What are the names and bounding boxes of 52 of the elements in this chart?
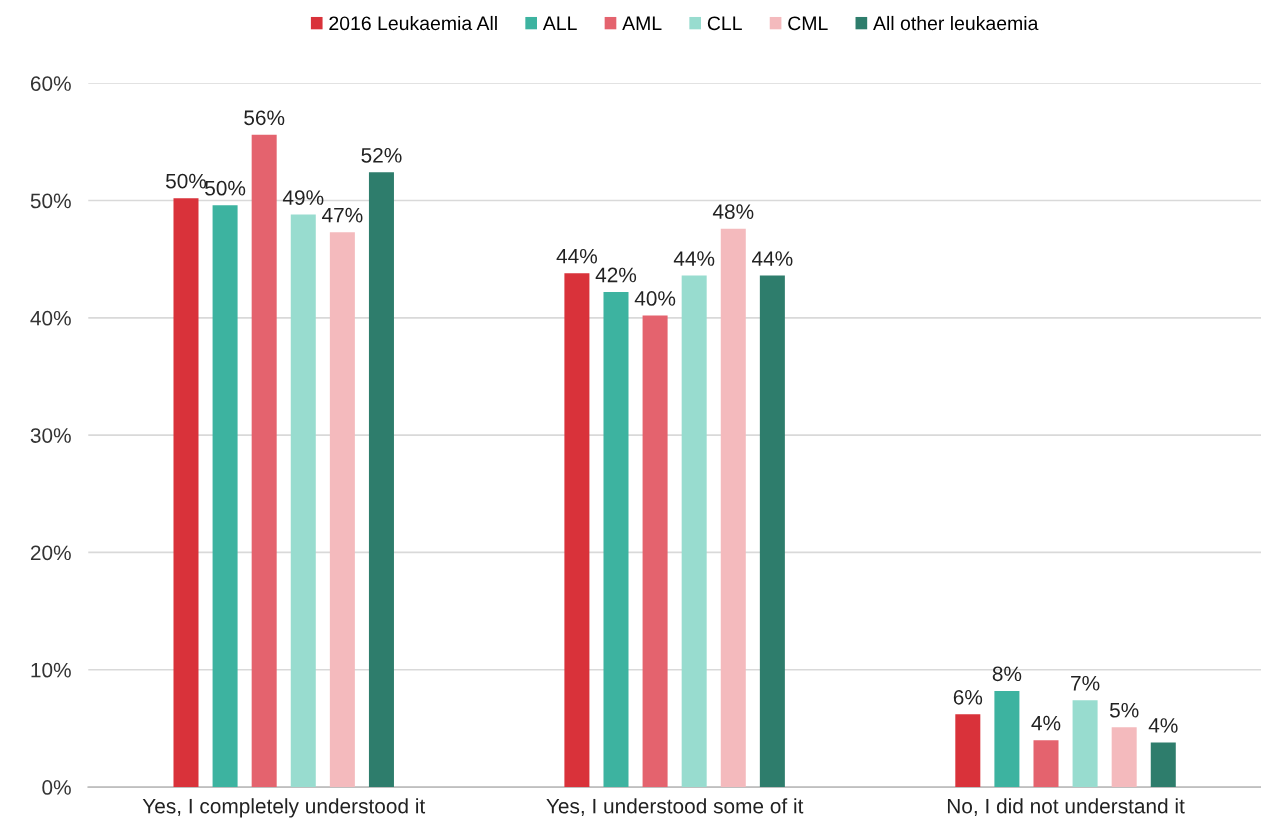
data-label: 56% [244, 110, 285, 126]
y-tick-label: 10% [31, 662, 71, 678]
data-label: 8% [992, 666, 1022, 682]
data-label: 47% [321, 207, 363, 223]
bar [720, 228, 746, 788]
bar [759, 275, 785, 788]
data-label: 40% [634, 291, 676, 306]
bar [994, 690, 1020, 788]
legend-label: AML [622, 16, 662, 30]
y-tick-label: 40% [30, 310, 71, 326]
legend-label: All other leukaemia [873, 15, 1039, 31]
x-tick-label: No, I did not understand it [947, 798, 1185, 816]
y-tick-label: 60% [30, 76, 71, 91]
data-label: 52% [361, 147, 402, 163]
data-label: 50% [205, 180, 246, 196]
bar [1072, 700, 1098, 788]
bar [251, 134, 277, 788]
data-label: 44% [673, 251, 715, 266]
legend-label: ALL [542, 16, 577, 30]
x-tick-label: Yes, I completely understood it [142, 798, 426, 818]
data-label: 5% [1109, 702, 1139, 718]
y-tick-label: 0% [42, 780, 71, 795]
data-label: 50% [165, 173, 207, 189]
data-label: 44% [751, 251, 793, 266]
legend-label: 2016 Leukaemia All [329, 15, 497, 31]
bar [1033, 740, 1059, 788]
legend-label: CML [788, 16, 828, 31]
bar [290, 214, 316, 788]
y-tick-label: 50% [30, 193, 71, 209]
bar [642, 315, 668, 788]
data-label: 44% [556, 248, 598, 264]
bar [564, 273, 590, 788]
bar [681, 275, 707, 788]
x-tick-label: Yes, I understood some of it [546, 798, 804, 816]
bar [955, 714, 981, 788]
legend-label: CLL [707, 16, 742, 31]
data-label: 4% [1031, 715, 1061, 731]
bar [368, 172, 394, 788]
data-label: 48% [712, 204, 754, 219]
data-label: 7% [1071, 675, 1100, 691]
bar [212, 205, 238, 788]
bar [1150, 742, 1176, 788]
data-label: 42% [595, 267, 637, 283]
data-label: 4% [1148, 718, 1178, 733]
bar [603, 292, 629, 788]
data-label: 6% [953, 689, 983, 705]
y-tick-label: 30% [30, 428, 71, 443]
bar [1111, 727, 1137, 788]
y-tick-label: 20% [30, 545, 71, 561]
bar [173, 198, 199, 788]
data-label: 49% [282, 190, 324, 205]
bar [329, 232, 355, 788]
